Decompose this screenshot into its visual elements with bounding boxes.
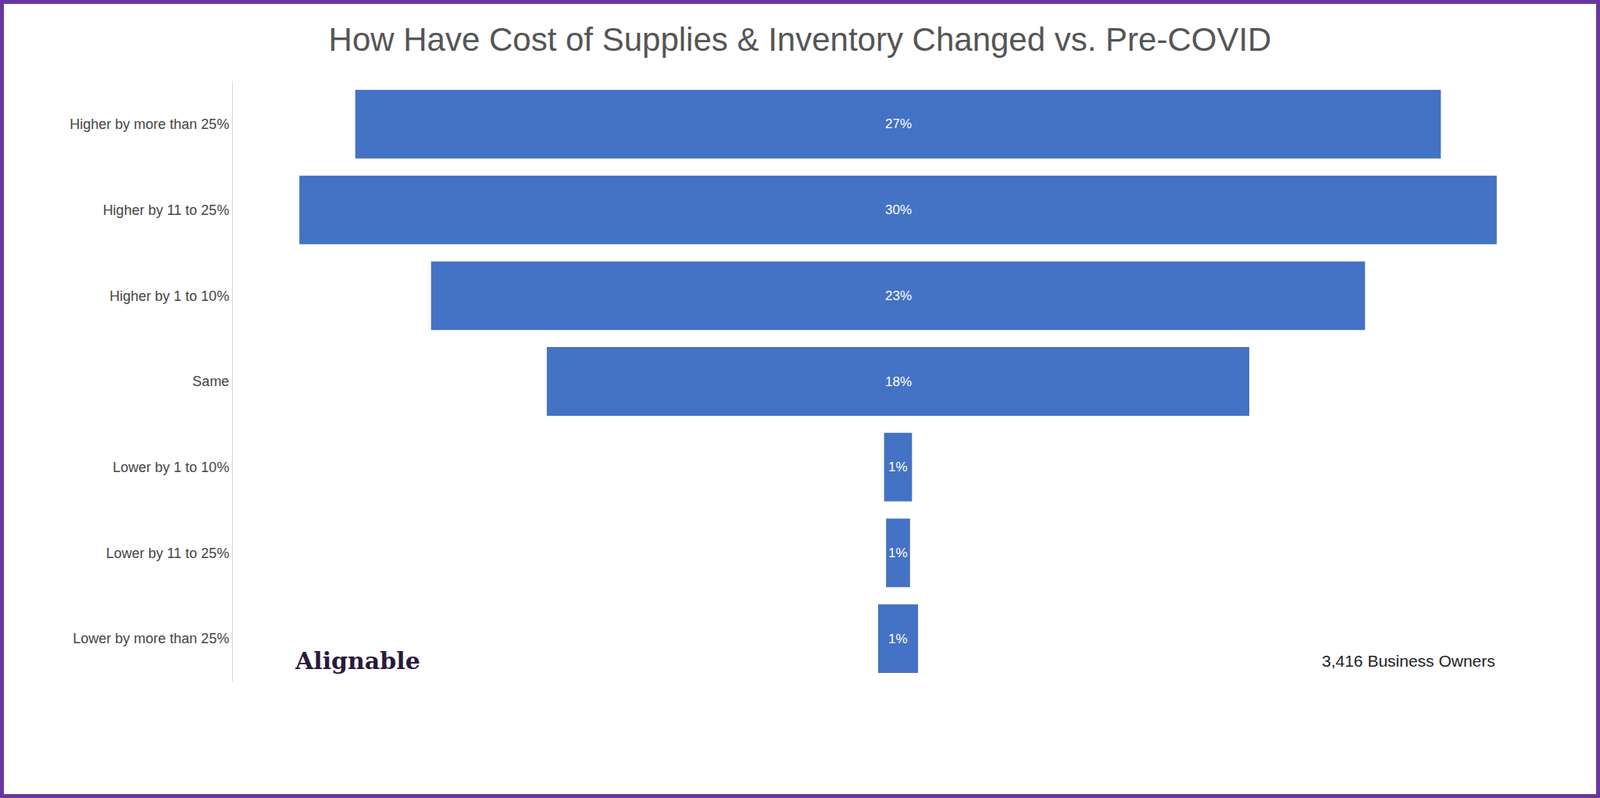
svg-text:How Have Cost of Supplies & In: How Have Cost of Supplies & Inventory Ch… bbox=[328, 21, 1272, 58]
svg-text:1%: 1% bbox=[888, 459, 908, 475]
svg-text:3,416 Business Owners: 3,416 Business Owners bbox=[1321, 651, 1496, 670]
svg-text:Alignable: Alignable bbox=[294, 646, 421, 675]
svg-text:Lower by 11 to 25%: Lower by 11 to 25% bbox=[106, 545, 230, 561]
svg-text:30%: 30% bbox=[885, 202, 912, 218]
svg-text:Lower by 1 to 10%: Lower by 1 to 10% bbox=[112, 459, 229, 475]
svg-text:27%: 27% bbox=[885, 116, 912, 132]
svg-text:1%: 1% bbox=[888, 545, 908, 561]
svg-text:Same: Same bbox=[192, 373, 229, 390]
svg-text:Higher by more than 25%: Higher by more than 25% bbox=[69, 116, 229, 133]
svg-text:Higher by 11 to 25%: Higher by 11 to 25% bbox=[103, 202, 230, 218]
svg-text:23%: 23% bbox=[885, 288, 912, 304]
svg-text:1%: 1% bbox=[888, 631, 908, 647]
svg-text:18%: 18% bbox=[885, 374, 912, 390]
svg-text:Lower by more than 25%: Lower by more than 25% bbox=[72, 630, 229, 647]
svg-text:Higher by 1 to 10%: Higher by 1 to 10% bbox=[109, 288, 229, 304]
